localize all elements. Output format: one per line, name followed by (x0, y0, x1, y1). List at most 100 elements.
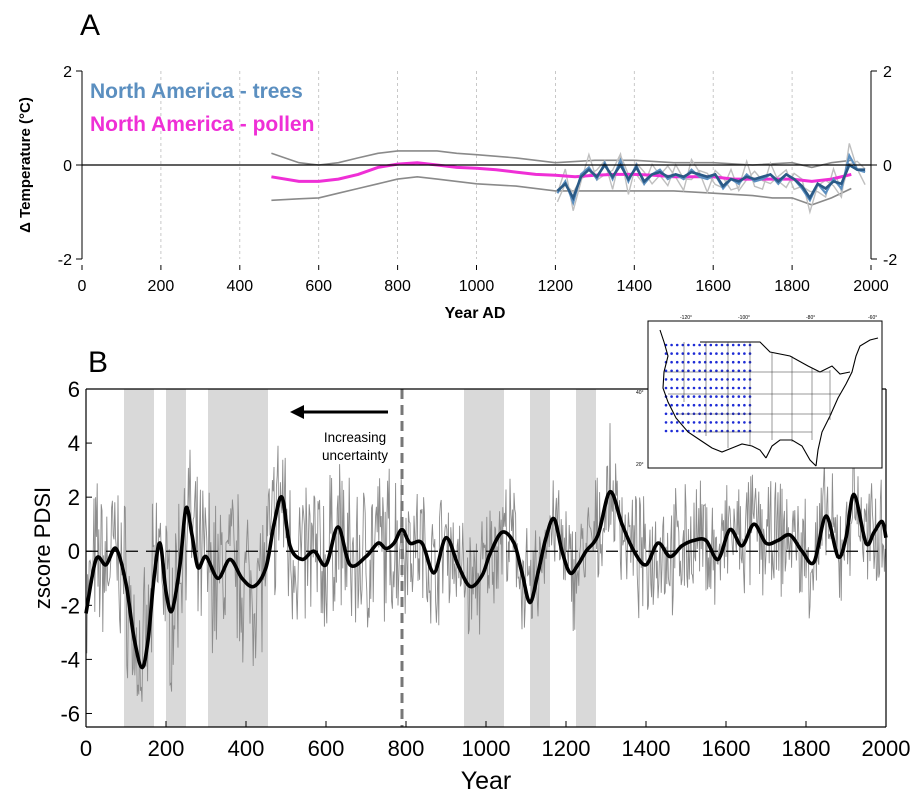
panel-b-x-axis-label: Year (461, 767, 512, 795)
legend-entry-pollen: North America - pollen (90, 113, 314, 136)
panel-b-letter: B (88, 346, 108, 379)
panel-a-axes: -2 0 2 -2 0 2 0 200 400 600 800 1000 1200 1400 1600 180… (58, 64, 898, 295)
grid-point-dot (670, 360, 673, 364)
y-tick-label: 0 (68, 539, 80, 564)
arrow-head-icon (290, 405, 304, 419)
grid-point-dot (726, 386, 729, 390)
y-tick-label: -4 (60, 647, 80, 672)
grid-point-dot (743, 403, 746, 407)
map-lon-label: -120° (680, 315, 692, 321)
grid-point-dot (698, 369, 701, 373)
grid-point-dot (670, 343, 673, 347)
grid-point-dot (681, 378, 685, 381)
grid-point-dot (681, 386, 685, 390)
grid-point-dot (709, 429, 713, 433)
grid-point-dot (692, 386, 696, 390)
y-tick-label: 2 (63, 64, 72, 81)
x-tick-label: 800 (384, 278, 411, 295)
y-tick-label: 2 (68, 485, 80, 510)
grid-point-dot (715, 352, 718, 355)
grid-point-dot (698, 421, 701, 424)
y-tick-label: 0 (63, 158, 72, 175)
panel-b-axes: -6 -4 -2 0 2 4 6 0 200 400 600 800 1000 1200 1400 1600 1… (60, 377, 910, 761)
grid-point-dot (664, 386, 668, 390)
grid-point-dot (743, 421, 746, 424)
x-tick-label: 200 (148, 736, 185, 761)
smoothed-pdsi-series (84, 489, 888, 670)
x-tick-label: 2000 (862, 736, 911, 761)
panel-a-legend: North America - trees North America - po… (90, 80, 314, 136)
grid-point-dot (743, 369, 746, 373)
x-tick-label: 1400 (622, 736, 671, 761)
grid-point-dot (675, 421, 679, 424)
grid-point-dot (731, 343, 735, 347)
y-tick-label: 6 (68, 377, 80, 402)
grid-point-dot (726, 360, 729, 364)
grid-point-dot (687, 386, 690, 390)
x-tick-label: 0 (80, 736, 92, 761)
grid-point-dot (709, 369, 713, 373)
grid-point-dot (675, 386, 679, 390)
x-tick-label: 0 (78, 278, 87, 295)
panel-a-y-axis-label: Δ Temperature (°C) (17, 97, 34, 233)
grid-point-dot (692, 352, 696, 355)
legend-entry-trees: North America - trees (90, 80, 303, 103)
grid-point-dot (698, 343, 701, 347)
grid-point-dot (675, 403, 679, 407)
grid-point-dot (664, 369, 668, 373)
grid-point-dot (709, 343, 713, 347)
grid-point-dot (743, 343, 746, 347)
grid-point-dot (715, 403, 718, 407)
grid-point-dot (726, 395, 729, 398)
grid-point-dot (670, 429, 673, 433)
grid-point-dot (731, 403, 735, 407)
grid-point-dot (698, 429, 701, 433)
grid-point-dot (687, 360, 690, 364)
grid-point-dot (681, 429, 685, 433)
grid-point-dot (731, 378, 735, 381)
uncertainty-annotation: Increasing uncertainty (290, 405, 388, 463)
grid-point-dot (720, 421, 724, 424)
grid-point-dot (698, 360, 701, 364)
grid-point-dot (737, 352, 741, 355)
annotation-line-2: uncertainty (322, 448, 388, 463)
map-lat-label: 40° (636, 390, 644, 396)
grid-point-dot (731, 369, 735, 373)
grid-point-dot (675, 352, 679, 355)
x-tick-label: 1000 (462, 736, 511, 761)
x-tick-label: 1400 (617, 278, 653, 295)
grid-point-dot (681, 421, 685, 424)
grid-point-dot (681, 360, 685, 364)
x-tick-label: 1600 (702, 736, 751, 761)
panel-a-letter: A (80, 9, 100, 42)
x-tick-label: 200 (148, 278, 175, 295)
grid-point-dot (737, 403, 741, 407)
grid-point-dot (737, 386, 741, 390)
grid-point-dot (709, 386, 713, 390)
grid-point-dot (726, 403, 729, 407)
y-tick-label: -2 (60, 593, 80, 618)
x-tick-label: 400 (226, 278, 253, 295)
grid-point-dot (737, 429, 741, 433)
grid-point-dot (670, 352, 673, 355)
pollen-envelope-upper-line (271, 150, 852, 169)
grid-point-dot (681, 352, 685, 355)
x-tick-label: 1000 (459, 278, 495, 295)
panel-a-grid (160, 71, 793, 259)
x-tick-label: 2000 (853, 278, 889, 295)
grid-point-dot (720, 343, 724, 347)
grid-point-dot (664, 412, 668, 416)
grid-point-dot (692, 369, 696, 373)
grid-point-dot (743, 386, 746, 390)
x-tick-label: 1200 (542, 736, 591, 761)
grid-point-dot (664, 429, 668, 433)
grid-point-dot (692, 360, 696, 364)
grid-point-dot (687, 421, 690, 424)
grid-point-dot (670, 378, 673, 381)
grid-point-dot (675, 395, 679, 398)
y-tick-label: -2 (58, 252, 72, 269)
grid-point-dot (737, 369, 741, 373)
grid-point-dot (670, 412, 673, 416)
grid-point-dot (709, 421, 713, 424)
